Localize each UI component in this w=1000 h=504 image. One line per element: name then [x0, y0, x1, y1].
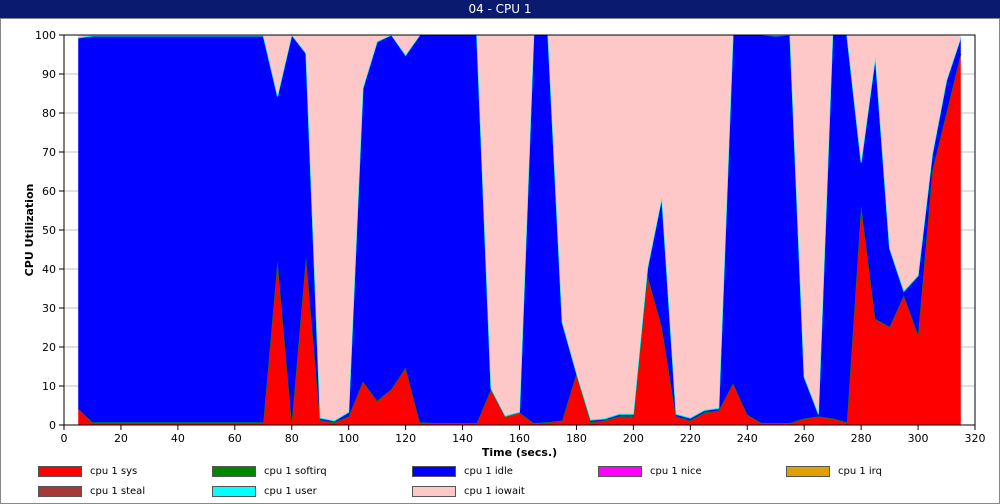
y-tick-label: 10	[42, 380, 56, 393]
legend-label: cpu 1 idle	[464, 466, 513, 477]
y-tick-label: 20	[42, 341, 56, 354]
x-tick-label: 180	[566, 432, 587, 445]
y-tick-label: 70	[42, 146, 56, 159]
legend-item: cpu 1 steal	[38, 486, 145, 497]
legend-item: cpu 1 iowait	[412, 486, 525, 497]
legend-item: cpu 1 nice	[598, 466, 702, 477]
area-cpu-1-sys	[78, 54, 961, 425]
x-tick-label: 220	[680, 432, 701, 445]
y-tick-label: 90	[42, 68, 56, 81]
y-tick-label: 100	[35, 29, 56, 42]
legend-item: cpu 1 irq	[786, 466, 882, 477]
x-tick-label: 240	[737, 432, 758, 445]
legend-swatch	[412, 486, 456, 497]
x-tick-label: 100	[338, 432, 359, 445]
area-cpu-1-idle	[78, 35, 961, 424]
y-tick-label: 60	[42, 185, 56, 198]
legend-label: cpu 1 irq	[838, 466, 882, 477]
legend-label: cpu 1 sys	[90, 466, 138, 477]
x-tick-label: 120	[395, 432, 416, 445]
legend-item: cpu 1 softirq	[212, 466, 327, 477]
x-tick-label: 260	[794, 432, 815, 445]
x-tick-label: 80	[285, 432, 299, 445]
y-tick-label: 80	[42, 107, 56, 120]
legend-swatch	[598, 466, 642, 477]
legend-swatch	[38, 466, 82, 477]
legend-swatch	[786, 466, 830, 477]
x-tick-label: 140	[452, 432, 473, 445]
x-tick-label: 0	[61, 432, 68, 445]
legend-item: cpu 1 sys	[38, 466, 137, 477]
area-cpu-1-iowait	[78, 35, 961, 421]
legend-label: cpu 1 steal	[90, 486, 146, 497]
window-title: 04 - CPU 1	[0, 0, 1000, 18]
legend-swatch	[212, 486, 256, 497]
y-tick-label: 50	[42, 224, 56, 237]
legend-label: cpu 1 iowait	[464, 486, 525, 497]
legend-swatch	[38, 486, 82, 497]
x-tick-label: 20	[114, 432, 128, 445]
legend-label: cpu 1 user	[264, 486, 317, 497]
legend-swatch	[412, 466, 456, 477]
x-tick-label: 320	[965, 432, 986, 445]
y-axis-label: CPU Utilization	[23, 184, 36, 277]
x-tick-label: 200	[623, 432, 644, 445]
y-tick-label: 0	[49, 419, 56, 432]
legend-swatch	[212, 466, 256, 477]
legend-item: cpu 1 user	[212, 486, 317, 497]
x-tick-label: 300	[908, 432, 929, 445]
y-tick-label: 40	[42, 263, 56, 276]
y-tick-label: 30	[42, 302, 56, 315]
x-tick-label: 60	[228, 432, 242, 445]
legend-label: cpu 1 nice	[650, 466, 702, 477]
legend-label: cpu 1 softirq	[264, 466, 327, 477]
x-tick-label: 280	[851, 432, 872, 445]
x-tick-label: 160	[509, 432, 530, 445]
legend-item: cpu 1 idle	[412, 466, 513, 477]
x-tick-label: 40	[171, 432, 185, 445]
x-axis-label: Time (secs.)	[482, 446, 557, 459]
